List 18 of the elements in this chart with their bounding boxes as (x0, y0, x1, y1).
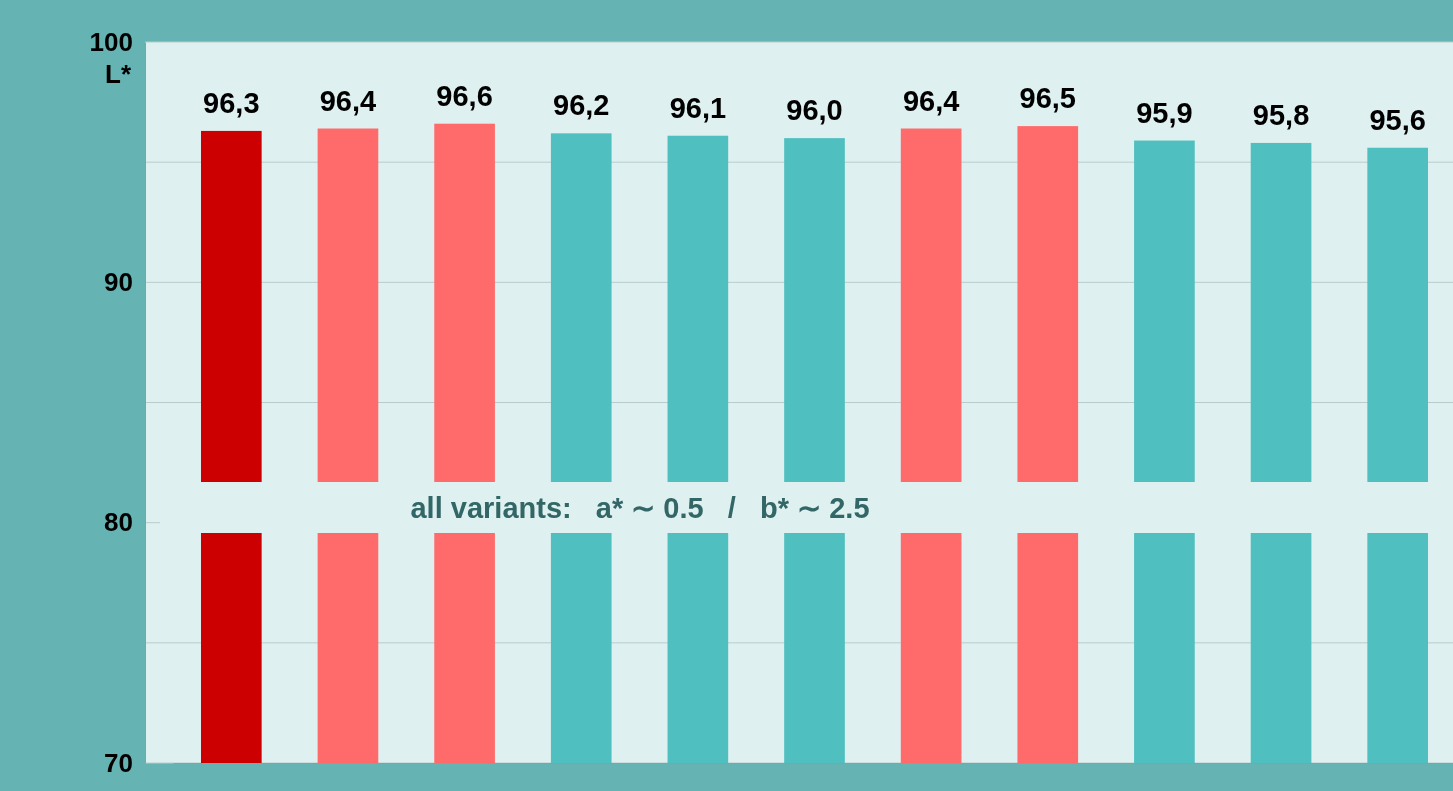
data-label: 95,8 (1252, 98, 1310, 131)
y-tick-label: 90 (104, 267, 133, 298)
note-box: all variants: a* ∼ 0.5 / b* ∼ 2.5 (160, 482, 1453, 533)
y-tick-label: 70 (104, 747, 133, 778)
data-label: 96,5 (1019, 82, 1076, 115)
data-label: 96,6 (436, 79, 493, 112)
data-label: 96,4 (319, 84, 377, 117)
data-label: 96,4 (902, 84, 960, 117)
annotation: all variants: a* ∼ 0.5 / b* ∼ 2.5 (410, 492, 870, 524)
data-label: 96,3 (203, 86, 260, 119)
y-axis-title: L* (105, 59, 132, 89)
data-label: 96,1 (669, 91, 727, 124)
data-label: 95,9 (1136, 96, 1193, 129)
data-label: 96,2 (553, 89, 610, 122)
y-tick-label: 100 (89, 26, 133, 57)
y-tick-label: 80 (104, 507, 133, 538)
data-label: 95,6 (1369, 103, 1426, 136)
data-label: 96,0 (786, 94, 843, 127)
